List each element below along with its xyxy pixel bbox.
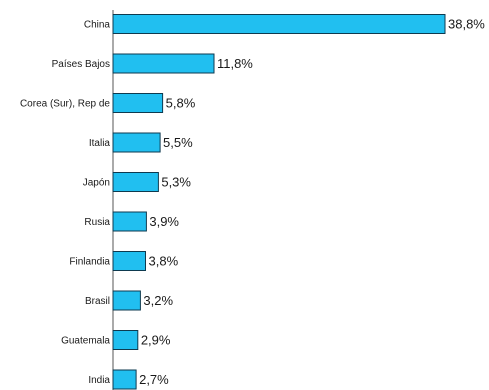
bar	[112, 251, 146, 271]
bar-row: Brasil 3,2%	[85, 290, 173, 311]
value-label: 5,8%	[166, 96, 196, 111]
bar-row: Finlandia 3,8%	[69, 251, 179, 271]
category-label: Italia	[89, 138, 111, 149]
value-label: 5,3%	[161, 175, 191, 190]
bar-row: China 38,8%	[84, 14, 485, 34]
category-label: India	[88, 375, 110, 386]
bar-row: Guatemala 2,9%	[61, 330, 171, 350]
bar	[112, 290, 141, 311]
bar-row: India 2,7%	[88, 369, 169, 390]
bar	[112, 330, 139, 350]
category-label: Países Bajos	[52, 59, 110, 70]
value-label: 11,8%	[217, 56, 253, 71]
bar	[112, 53, 215, 74]
bar-row: Japón 5,3%	[83, 172, 191, 192]
category-label: Japón	[83, 178, 110, 189]
bar	[112, 172, 159, 192]
bar-row: Italia 5,5%	[89, 132, 193, 153]
bar	[112, 93, 164, 113]
bar	[112, 211, 147, 232]
value-label: 3,8%	[149, 254, 179, 269]
category-label: China	[84, 20, 111, 31]
value-label: 3,9%	[149, 214, 179, 229]
value-label: 38,8%	[448, 17, 485, 32]
bar	[112, 132, 161, 153]
bar	[112, 369, 137, 390]
category-label: Finlandia	[69, 257, 110, 268]
value-label: 3,2%	[143, 293, 173, 308]
value-label: 2,9%	[141, 333, 171, 348]
value-label: 2,7%	[139, 372, 169, 387]
category-label: Guatemala	[61, 336, 110, 347]
bar-row: Rusia 3,9%	[84, 211, 179, 232]
category-label: Rusia	[84, 217, 110, 228]
category-label: Brasil	[85, 296, 110, 307]
bar-row: Corea (Sur), Rep de 5,8%	[20, 93, 196, 113]
value-label: 5,5%	[163, 135, 193, 150]
category-label: Corea (Sur), Rep de	[20, 99, 110, 110]
bar	[112, 14, 446, 34]
bar-row: Países Bajos 11,8%	[52, 53, 253, 74]
bars-layer: China 38,8% Países Bajos 11,8% Corea (Sur), …	[20, 10, 485, 390]
